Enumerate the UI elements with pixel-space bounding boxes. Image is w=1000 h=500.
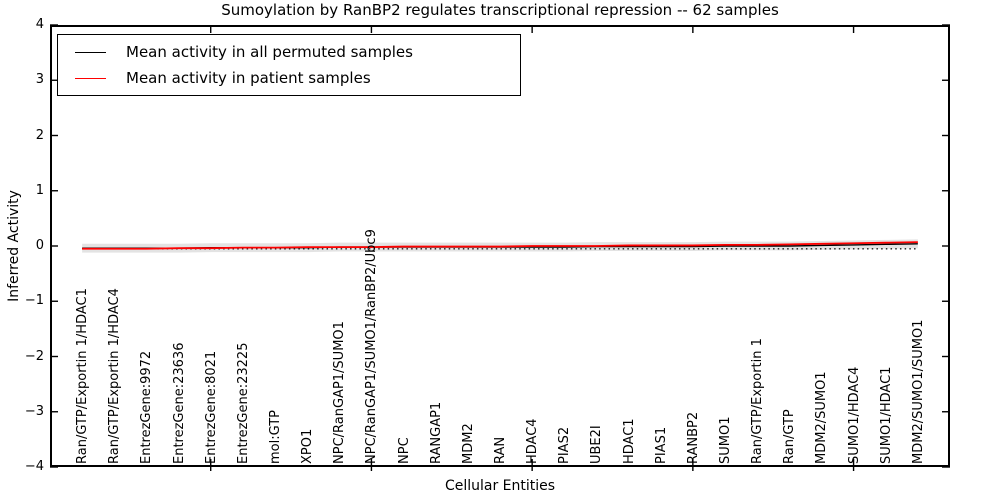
x-category-label: EntrezGene:23225 (235, 342, 251, 464)
x-category-label: SUMO1/HDAC4 (846, 366, 862, 464)
x-category-label: SUMO1/HDAC1 (878, 366, 894, 464)
y-tick-label: −4 (24, 459, 44, 474)
legend-line-permuted-icon (75, 51, 106, 53)
y-axis-label: Inferred Activity (6, 190, 22, 302)
x-category-label: NPC/RanGAP1/SUMO1/RanBP2/Ubc9 (364, 229, 380, 464)
y-tick-label: 4 (35, 17, 44, 32)
x-category-label: MDM2/SUMO1/SUMO1 (910, 319, 926, 464)
series-line-1 (82, 241, 918, 250)
y-tick-label: −1 (24, 293, 44, 309)
legend: Mean activity in all permuted samples Me… (57, 34, 521, 96)
x-category-label: PIAS1 (653, 426, 669, 464)
x-category-label: XPO1 (300, 428, 316, 464)
legend-line-patient-icon (75, 77, 106, 79)
x-category-label: HDAC1 (621, 418, 637, 464)
y-tick-label: −3 (24, 403, 44, 419)
x-category-label: MDM2/SUMO1 (814, 371, 830, 464)
legend-item-patient: Mean activity in patient samples (58, 65, 520, 91)
x-category-label: Ran/GTP (782, 409, 798, 464)
x-category-label: EntrezGene:9972 (139, 350, 155, 464)
x-category-label: HDAC4 (525, 418, 541, 464)
x-category-label: mol:GTP (268, 410, 283, 464)
x-category-label: NPC/RanGAP1/SUMO1 (332, 321, 348, 464)
x-category-label: PIAS2 (557, 426, 573, 464)
x-category-label: NPC (396, 437, 412, 464)
x-category-label: MDM2 (460, 423, 476, 464)
x-category-label: Ran/GTP/Exportin 1/HDAC4 (107, 288, 123, 464)
x-category-label: Ran/GTP/Exportin 1 (750, 338, 766, 464)
x-category-label: RAN (493, 436, 508, 464)
x-category-label: RANBP2 (685, 411, 701, 464)
y-tick-label: 3 (35, 72, 44, 88)
y-tick-label: −2 (24, 348, 44, 364)
legend-label-patient: Mean activity in patient samples (126, 69, 371, 87)
legend-label-permuted: Mean activity in all permuted samples (126, 43, 413, 61)
x-category-label: EntrezGene:8021 (203, 350, 219, 464)
x-category-label: SUMO1 (718, 416, 733, 465)
y-tick-label: 0 (35, 238, 44, 253)
x-axis-label: Cellular Entities (444, 478, 556, 494)
x-category-label: EntrezGene:23636 (171, 342, 187, 464)
chart-title: Sumoylation by RanBP2 regulates transcri… (221, 1, 779, 19)
x-category-label: UBE2I (589, 425, 605, 464)
x-category-label: RANGAP1 (428, 401, 444, 464)
x-category-label: Ran/GTP/Exportin 1/HDAC1 (75, 288, 91, 464)
y-tick-label: 1 (35, 182, 44, 198)
legend-item-permuted: Mean activity in all permuted samples (58, 39, 520, 65)
y-tick-label: 2 (35, 127, 44, 143)
